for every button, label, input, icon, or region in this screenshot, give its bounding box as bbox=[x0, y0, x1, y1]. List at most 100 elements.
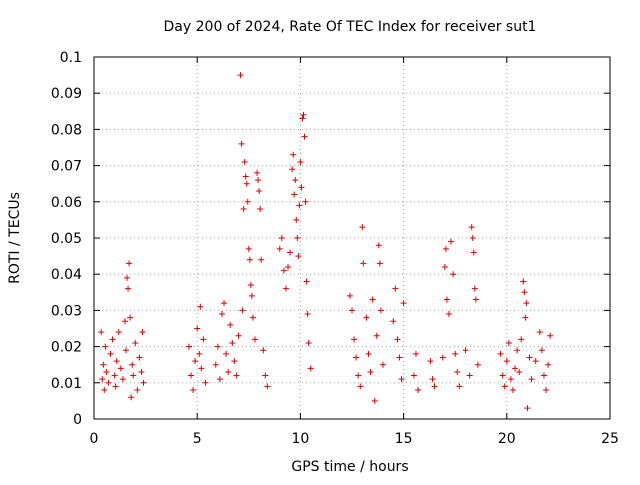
data-point bbox=[547, 332, 554, 339]
y-tick-label: 0.09 bbox=[51, 86, 82, 102]
y-axis-tick-labels: 0 0.01 0.02 0.03 0.04 0.05 0.06 0.07 0.08 0.09 0.1 bbox=[51, 50, 82, 428]
y-tick-label: 0.02 bbox=[51, 340, 82, 356]
data-point bbox=[101, 387, 108, 394]
data-point bbox=[300, 111, 307, 118]
data-point bbox=[294, 235, 301, 241]
x-axis-title: GPS time / hours bbox=[291, 459, 408, 475]
data-point bbox=[289, 166, 296, 173]
data-points bbox=[98, 72, 554, 412]
data-point bbox=[202, 379, 209, 386]
data-point bbox=[229, 339, 236, 346]
data-point bbox=[349, 307, 355, 314]
data-point bbox=[521, 289, 528, 296]
data-point bbox=[254, 169, 261, 176]
data-point bbox=[239, 307, 246, 314]
data-point bbox=[134, 387, 141, 394]
data-point bbox=[509, 387, 516, 394]
data-point bbox=[472, 296, 479, 303]
data-point bbox=[105, 379, 112, 386]
data-point bbox=[377, 307, 384, 314]
data-point bbox=[190, 387, 197, 394]
data-point bbox=[470, 249, 477, 256]
data-point bbox=[505, 339, 512, 346]
data-point bbox=[109, 336, 116, 343]
data-point bbox=[290, 151, 297, 158]
data-point bbox=[456, 383, 463, 390]
data-point bbox=[452, 350, 459, 357]
data-point bbox=[103, 368, 110, 375]
data-point bbox=[227, 321, 234, 328]
data-point bbox=[126, 260, 133, 267]
data-point bbox=[218, 311, 225, 318]
data-point bbox=[256, 187, 263, 194]
data-point bbox=[231, 358, 238, 365]
data-point bbox=[499, 372, 506, 379]
data-point bbox=[427, 358, 434, 365]
data-point bbox=[365, 350, 372, 357]
data-point bbox=[367, 368, 374, 375]
data-point bbox=[392, 285, 399, 292]
data-point bbox=[514, 347, 521, 354]
x-tick-label: 10 bbox=[291, 431, 309, 447]
data-point bbox=[369, 296, 376, 303]
data-point bbox=[379, 361, 386, 368]
data-point bbox=[540, 372, 547, 379]
data-point bbox=[295, 253, 302, 260]
data-point bbox=[522, 314, 529, 321]
data-point bbox=[255, 177, 262, 184]
data-point bbox=[221, 300, 228, 307]
data-point bbox=[285, 263, 292, 270]
data-point bbox=[130, 372, 137, 379]
data-point bbox=[431, 383, 438, 390]
data-point bbox=[296, 202, 303, 209]
chart-title: Day 200 of 2024, Rate Of TEC Index for r… bbox=[164, 19, 537, 35]
data-point bbox=[443, 296, 450, 303]
data-point bbox=[302, 198, 309, 205]
data-point bbox=[99, 376, 106, 383]
data-point bbox=[107, 350, 114, 357]
data-point bbox=[223, 350, 230, 357]
data-point bbox=[293, 216, 300, 223]
data-point bbox=[394, 336, 401, 343]
data-point bbox=[545, 361, 552, 368]
data-point bbox=[523, 300, 530, 307]
data-point bbox=[200, 336, 207, 343]
data-point bbox=[122, 347, 129, 354]
data-point bbox=[115, 329, 122, 336]
data-point bbox=[412, 350, 419, 357]
data-point bbox=[100, 361, 107, 368]
data-point bbox=[216, 376, 223, 383]
y-axis-title: ROTI / TECUs bbox=[7, 192, 23, 284]
x-tick-label: 25 bbox=[601, 431, 619, 447]
data-point bbox=[307, 365, 314, 372]
data-point bbox=[390, 318, 397, 325]
data-point bbox=[280, 267, 287, 274]
data-point bbox=[138, 368, 145, 375]
data-point bbox=[246, 256, 253, 263]
data-point bbox=[304, 311, 311, 318]
data-point bbox=[262, 372, 269, 379]
data-point bbox=[102, 343, 109, 350]
data-point bbox=[355, 372, 362, 379]
y-tick-label: 0.07 bbox=[51, 159, 82, 175]
data-point bbox=[429, 376, 436, 383]
data-point bbox=[357, 383, 364, 390]
data-point bbox=[512, 365, 519, 372]
data-point bbox=[251, 336, 258, 343]
data-point bbox=[469, 235, 476, 241]
data-point bbox=[117, 365, 124, 372]
data-point bbox=[415, 387, 422, 394]
x-axis-tick-labels: 0 5 10 15 20 25 bbox=[90, 431, 619, 447]
data-point bbox=[287, 249, 294, 256]
data-point bbox=[516, 368, 523, 375]
data-point bbox=[497, 350, 504, 357]
x-tick-label: 0 bbox=[90, 431, 99, 447]
data-point bbox=[524, 405, 531, 412]
data-point bbox=[111, 372, 118, 379]
data-point bbox=[140, 379, 147, 386]
data-point bbox=[439, 354, 446, 361]
data-point bbox=[276, 245, 283, 252]
data-point bbox=[241, 158, 248, 165]
